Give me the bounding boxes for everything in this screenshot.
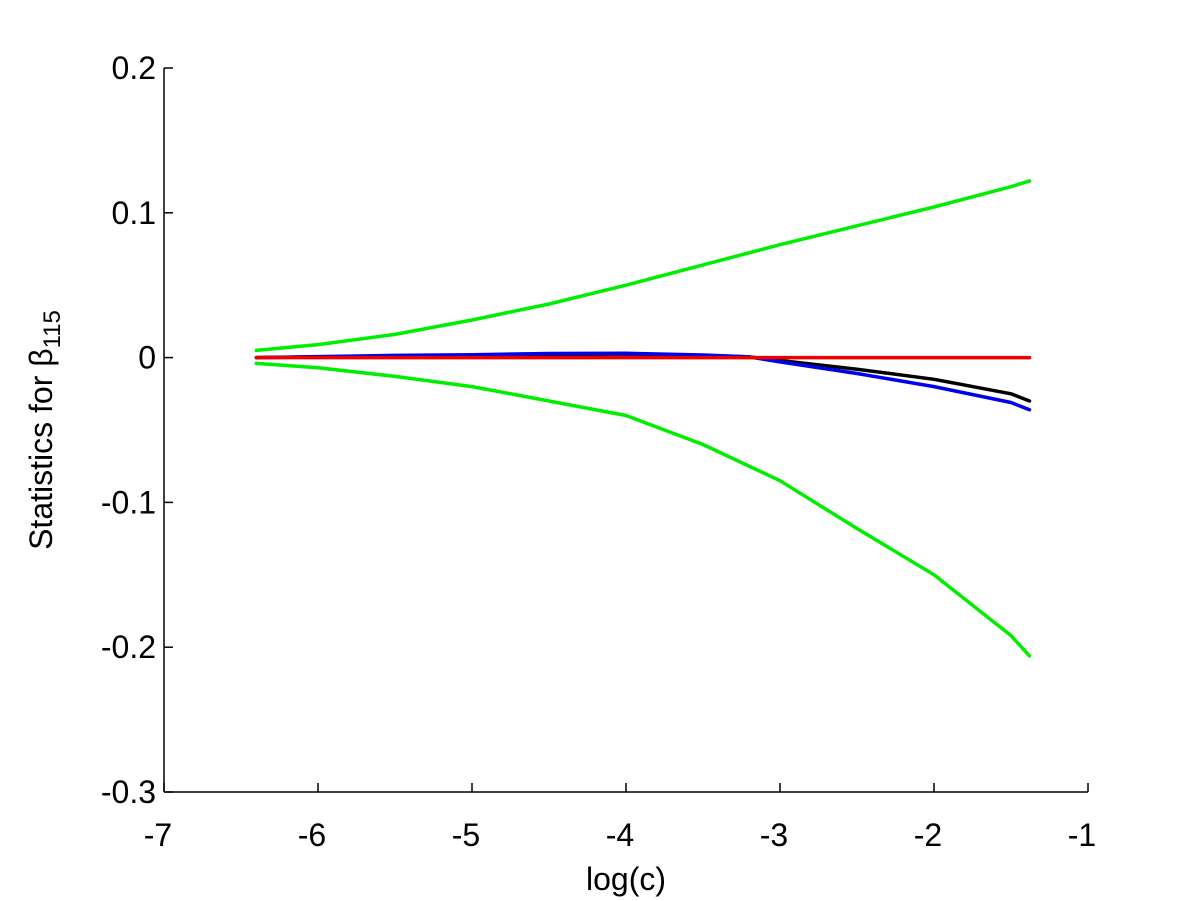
- y-tick-label: 0: [138, 340, 156, 376]
- ticks: -7 -6 -5 -4 -3 -2 -1 -0.3 -0.2 -0.1 0 0.1 0.2: [101, 50, 1096, 853]
- x-tick-label: -7: [144, 817, 172, 853]
- y-tick-label: -0.1: [101, 484, 156, 520]
- x-tick-label: -5: [452, 817, 480, 853]
- series-line-0: [254, 179, 1032, 353]
- y-axis-label-symbol: β: [23, 348, 59, 366]
- y-axis-label-text: Statistics for: [23, 367, 59, 550]
- x-tick-label: -1: [1068, 817, 1096, 853]
- y-tick-label: -0.2: [101, 629, 156, 665]
- x-tick-label: -6: [298, 817, 326, 853]
- plot-area: [163, 68, 1088, 793]
- y-tick-label: 0.2: [112, 50, 156, 86]
- series-line-3: [254, 351, 1032, 412]
- y-tick-label: -0.3: [101, 774, 156, 810]
- series-line-1: [254, 361, 1032, 658]
- x-tick-label: -2: [914, 817, 942, 853]
- series-group: [254, 179, 1032, 658]
- y-tick-label: 0.1: [112, 195, 156, 231]
- y-axis-label-subscript: 115: [39, 310, 66, 348]
- x-tick-label: -3: [760, 817, 788, 853]
- y-axis-label: Statistics for β115: [23, 310, 66, 550]
- series-line-2: [254, 352, 1032, 403]
- x-axis-label: log(c): [586, 861, 666, 897]
- x-tick-label: -4: [606, 817, 634, 853]
